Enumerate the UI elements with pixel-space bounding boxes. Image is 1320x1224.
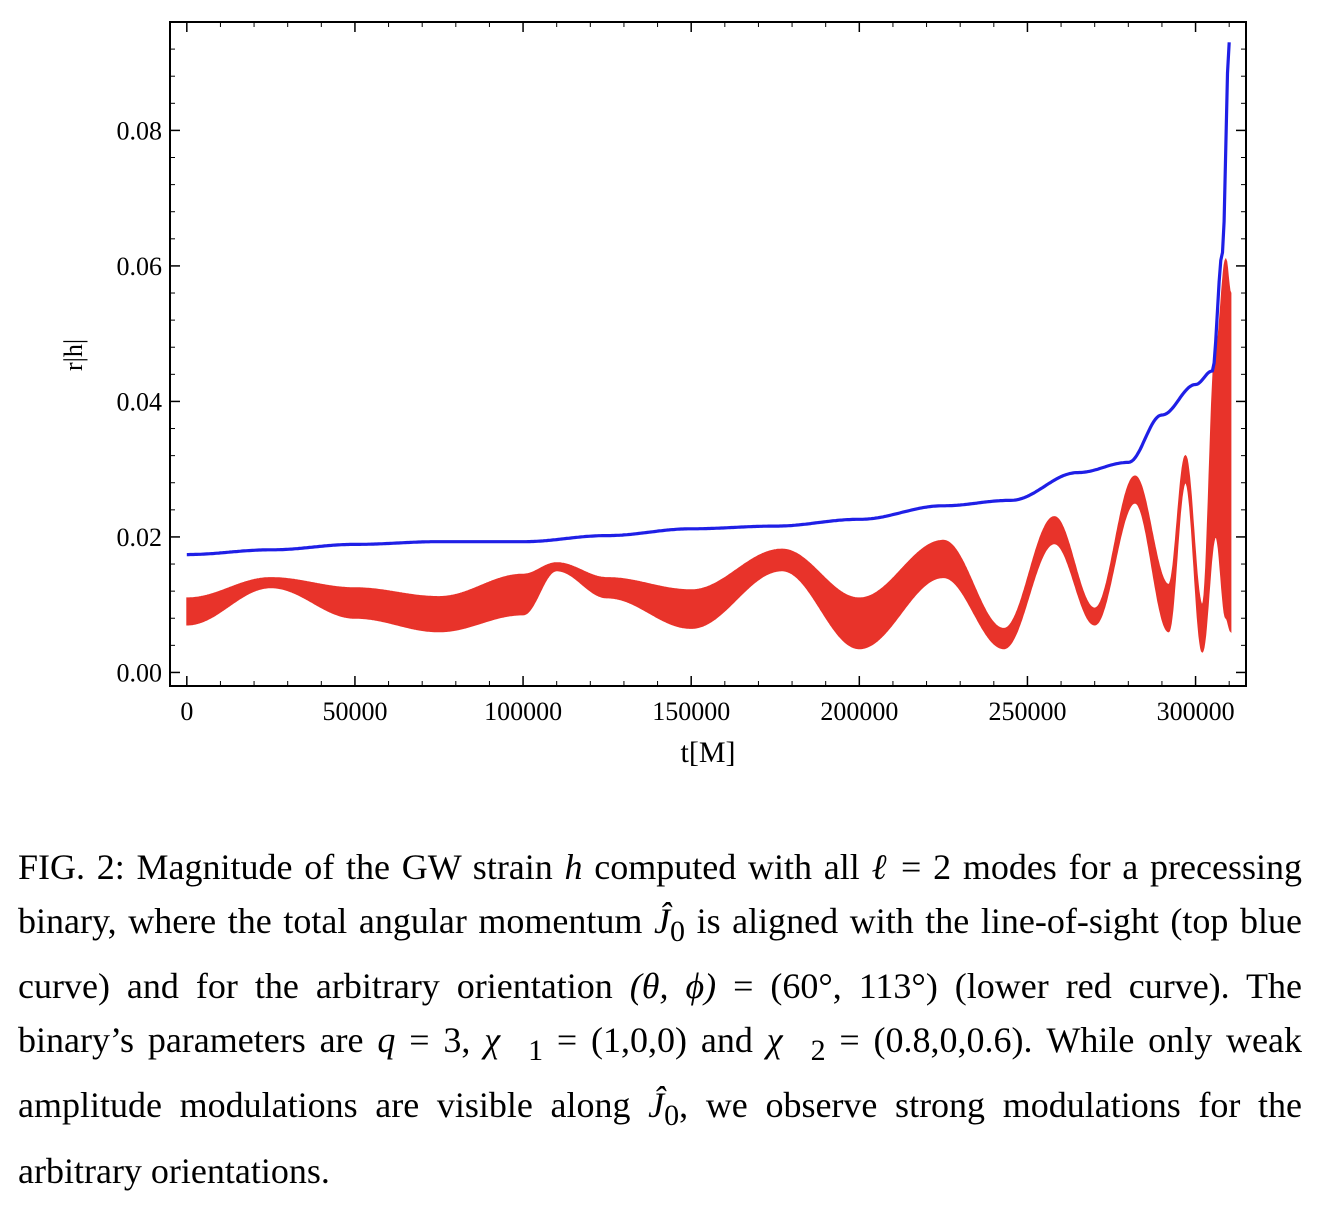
x-tick-label: 200000	[820, 697, 898, 726]
x-tick-label: 50000	[322, 697, 387, 726]
x-tick-labels: 0 50000 100000 150000 200000 250000 300000	[180, 697, 1234, 726]
x-tick-label: 150000	[652, 697, 730, 726]
y-axis-label: r|h|	[59, 339, 88, 371]
y-tick-labels: 0.00 0.02 0.04 0.06 0.08	[117, 116, 163, 687]
red-series-band	[186, 257, 1232, 653]
axis-ticks	[170, 22, 1246, 686]
y-tick-label: 0.02	[117, 523, 163, 552]
strain-magnitude-chart: 0 50000 100000 150000 200000 250000 300000 0.0…	[59, 21, 1247, 769]
x-tick-label: 300000	[1157, 697, 1235, 726]
y-tick-label: 0.08	[117, 116, 163, 145]
y-tick-label: 0.04	[117, 387, 163, 416]
caption-label: FIG. 2:	[18, 847, 125, 887]
y-tick-label: 0.00	[117, 658, 163, 687]
x-axis-label: t[M]	[681, 736, 736, 769]
x-tick-label: 0	[180, 697, 193, 726]
x-tick-label: 250000	[988, 697, 1066, 726]
x-tick-label: 100000	[484, 697, 562, 726]
figure-caption: FIG. 2: Magnitude of the GW strain h com…	[18, 847, 1302, 1191]
y-tick-label: 0.06	[117, 252, 163, 281]
plot-frame	[169, 21, 1247, 687]
blue-series-line	[186, 42, 1231, 557]
